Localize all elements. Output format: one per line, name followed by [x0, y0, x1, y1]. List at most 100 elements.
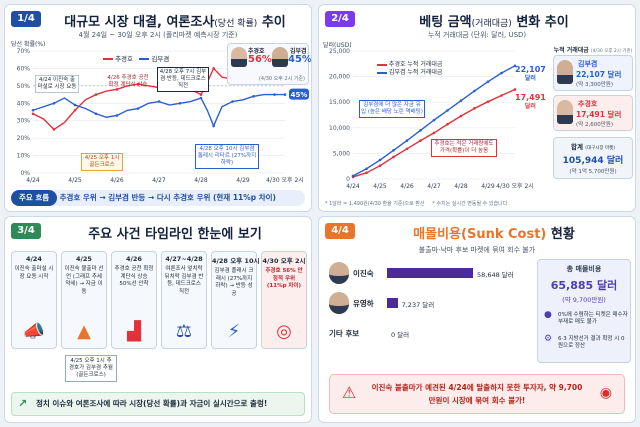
chart-up-icon: ↗ — [18, 397, 28, 410]
alarm-icon: ◉ — [599, 385, 612, 401]
warning-icon: ⚠ — [342, 383, 357, 402]
side-title: 누적 거래대금 (4/30 오후 2시 기준) — [553, 47, 633, 54]
y-tick-label: 50% — [17, 83, 31, 90]
candidate-name: 유영하 — [353, 299, 374, 308]
data-point — [73, 108, 77, 112]
annotation: 추경호는 적은 거래량에도 가격(확률)이 더 높음 — [431, 139, 497, 157]
x-tick-label: 4/30 오후 2시 — [496, 182, 534, 190]
data-point — [199, 96, 203, 100]
scales-icon: ⚖ — [175, 321, 193, 342]
card-name: 추경호 — [578, 100, 598, 108]
y-tick-label: 70% — [17, 48, 31, 55]
data-point — [212, 67, 215, 70]
timeline-card: 4/25 이진숙 불출마 선언 (그래프 추세 약세) → 자금 이동 ▲ — [61, 251, 107, 349]
y-axis-label: 달러(USD) — [323, 41, 352, 49]
end-label-bg — [289, 88, 309, 100]
data-point — [52, 128, 56, 131]
data-point — [199, 93, 203, 96]
data-point — [73, 103, 77, 107]
y-tick-label: 15,000 — [329, 99, 350, 106]
y-tick-label: 60% — [17, 65, 31, 72]
data-point — [432, 131, 436, 135]
sunk-row: 유영하 7,237 달러 — [329, 291, 531, 317]
data-point — [486, 100, 490, 103]
data-point — [419, 129, 422, 132]
legend-item: 추경호 누적 거래대금 — [388, 61, 443, 68]
candidate-name: 김부겸 — [290, 48, 307, 55]
end-label-red: 17,491 달러 — [515, 93, 546, 110]
panel-timeline: 3/4 주요 사건 타임라인 한눈에 보기 4/24 이진숙 출마설 시장 요동 … — [4, 216, 312, 423]
timeline-date: 4/30 오후 2시 — [262, 257, 306, 265]
data-point — [52, 101, 56, 105]
avatar — [231, 47, 247, 67]
data-point — [405, 147, 409, 151]
data-point — [473, 107, 476, 110]
warning-banner: ⚠ ◉ 이진숙 불출마가 예견된 4/24에 탈출하지 못한 투자자, 약 9,… — [329, 374, 625, 414]
side-summary: 누적 거래대금 (4/30 오후 2시 기준) 김부겸 22,107 달러 (약… — [553, 45, 633, 205]
timeline-card: 4/27~4/28 여론조사 엎치락뒤치락 김부겸 반등, 데드크로스 직전 ⚖ — [161, 251, 207, 349]
legend-item: 추경호 — [115, 55, 134, 63]
avatar — [557, 100, 573, 124]
data-point — [157, 100, 161, 103]
panel-title: 주요 사건 타임라인 한눈에 보기 — [88, 227, 262, 242]
data-point — [136, 82, 140, 86]
panel-betting-volume: 2/4 베팅 금액(거래대금) 변화 추이 누적 거래대금 (단위: 달러, U… — [318, 4, 636, 212]
timeline-text: 여론조사 엎치락뒤치락 김부겸 반등, 데드크로스 직전 — [164, 266, 204, 295]
panel-title: 베팅 금액(거래대금) 변화 추이 — [419, 15, 569, 30]
data-point — [365, 167, 368, 171]
data-point — [212, 124, 215, 128]
data-point — [94, 112, 98, 116]
data-point — [115, 88, 119, 91]
y-tick-label: 0% — [20, 170, 30, 177]
timeline-card: 4/26 추경호 공천 확정 계단식 상승 50%선 안착 ▟ — [111, 251, 157, 349]
chart-up-icon: ▲ — [77, 321, 91, 342]
sunk-value: 58,648 달러 — [477, 271, 514, 279]
x-tick-label: 4/29 — [481, 183, 495, 190]
annotation: 4/26 추경호 공천 확정 계단식 상승 — [107, 75, 149, 88]
panel-badge: 4/4 — [325, 223, 355, 239]
y-tick-label: 20,000 — [329, 74, 350, 81]
annotation: 4/28 오후 7시 김부겸 반등, 데드크로스 직전 — [157, 67, 209, 92]
sunk-note: ⚙ 6·3 지방선거 결과 확정 시 0원으로 정산 — [544, 334, 625, 350]
candidate-name: 추경호 — [248, 48, 265, 55]
volume-card-red: 추경호 17,491 달러 (약 2,600만원) — [553, 95, 633, 131]
data-point — [459, 99, 463, 102]
candidate-value: 56% — [248, 54, 272, 65]
data-point — [378, 158, 382, 162]
footnote: * 1달러 = 1,490원(4/30 환율 기준)으로 환산 * 수치는 실시… — [325, 201, 509, 207]
panel-probability-trend: 1/4 대규모 시장 대결, 여론조사(당선 확률) 추이 4월 24일 ~ 3… — [4, 4, 312, 212]
target-icon: ◎ — [276, 321, 292, 342]
timeline-date: 4/27~4/28 — [165, 255, 203, 263]
data-point — [473, 89, 476, 93]
timeline-text: 추경호 공천 확정 계단식 상승 50%선 안착 — [114, 266, 154, 287]
end-label-blue: 22,107 달러 — [515, 65, 546, 82]
timeline-text: 이진숙 불출마 선언 (그래프 추세 약세) → 자금 이동 — [64, 266, 104, 295]
x-tick-label: 4/27 — [427, 183, 441, 190]
x-tick-label: 4/24 — [346, 183, 360, 190]
card-krw: (약 2,600만원) — [576, 122, 613, 128]
x-tick-label: 4/29 — [236, 177, 250, 184]
data-point — [513, 88, 517, 91]
volume-total-card: 합계 (대구시장 마켓) 105,944 달러 (약 1억 5,700만원) — [553, 137, 633, 179]
data-point — [351, 174, 355, 178]
candidate-name: 이진숙 — [353, 269, 374, 278]
data-point — [94, 93, 98, 96]
data-point — [178, 101, 182, 105]
timeline-card: 4/28 오후 10시 김부겸 플래시 크래시 (27%까지 하락) → 반등 성… — [211, 251, 259, 349]
candidate-value: 45% — [288, 54, 312, 65]
panel-badge: 2/4 — [325, 11, 355, 27]
panel-subtitle: 불출마·낙마 후보 마켓에 묶여 회수 불가 — [418, 246, 536, 254]
lightning-icon: ⚡ — [227, 321, 241, 342]
legend: 추경호 누적 거래대금 김부겸 누적 거래대금 — [377, 61, 442, 77]
timeline-card: 4/30 오후 2시 추경호 56% 안정적 우위 (11%p 차이) ◎ — [261, 251, 307, 349]
data-point — [405, 139, 409, 142]
x-tick-label: 4/30 오후 2시 — [266, 176, 304, 184]
y-tick-label: 25,000 — [329, 48, 350, 55]
stairs-icon: ▟ — [127, 321, 141, 342]
timeline-date: 4/26 — [126, 255, 142, 263]
data-point — [392, 149, 395, 152]
timeline-text: 이진숙 출마설 시장 요동 시작 — [14, 266, 54, 280]
sunk-row: 기타 후보 0 달러 — [329, 321, 531, 347]
sunk-note: ● 0%에 수렴하는 티켓은 매수자 부재로 매도 불가 — [544, 310, 628, 326]
money-bag-icon: ● — [544, 310, 552, 320]
